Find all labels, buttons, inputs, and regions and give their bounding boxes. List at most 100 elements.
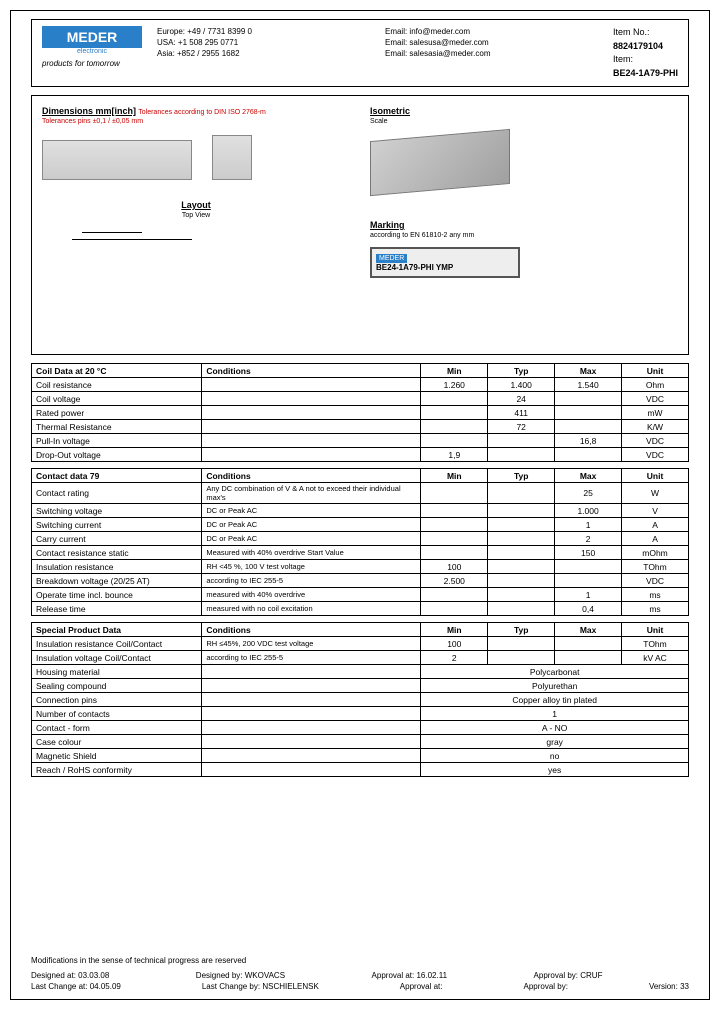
slogan: products for tomorrow bbox=[42, 59, 142, 68]
h3-typ: Typ bbox=[488, 623, 555, 637]
isometric-view bbox=[370, 129, 510, 196]
row-val: Polyurethan bbox=[421, 679, 689, 693]
h2-unit: Unit bbox=[622, 469, 689, 483]
table-row: Rated power411mW bbox=[32, 406, 689, 420]
row-label: Number of contacts bbox=[32, 707, 202, 721]
aa-lbl: Approval at: bbox=[372, 971, 415, 980]
row-unit: TOhm bbox=[622, 637, 689, 651]
row-min bbox=[421, 406, 488, 420]
table-row: Insulation voltage Coil/Contactaccording… bbox=[32, 651, 689, 665]
row-typ bbox=[488, 574, 555, 588]
item-no: 8824179104 bbox=[613, 41, 663, 51]
row-max bbox=[555, 574, 622, 588]
item-info: Item No.: 8824179104 Item: BE24-1A79-PHI bbox=[613, 26, 678, 80]
row-val: Copper alloy tin plated bbox=[421, 693, 689, 707]
row-label: Contact resistance static bbox=[32, 546, 202, 560]
table-row: Magnetic Shieldno bbox=[32, 749, 689, 763]
row-max bbox=[555, 420, 622, 434]
table3-title: Special Product Data bbox=[32, 623, 202, 637]
layout-sub: Top View bbox=[182, 212, 210, 219]
marking-title: Marking bbox=[370, 220, 405, 230]
table-row: Coil voltage24VDC bbox=[32, 392, 689, 406]
row-label: Insulation resistance Coil/Contact bbox=[32, 637, 202, 651]
row-unit: W bbox=[622, 483, 689, 504]
row-unit: kV AC bbox=[622, 651, 689, 665]
row-label: Release time bbox=[32, 602, 202, 616]
row-label: Breakdown voltage (20/25 AT) bbox=[32, 574, 202, 588]
table-row: Reach / RoHS conformityyes bbox=[32, 763, 689, 777]
row-unit: TOhm bbox=[622, 560, 689, 574]
row-typ bbox=[488, 448, 555, 462]
row-max bbox=[555, 637, 622, 651]
footer-note: Modifications in the sense of technical … bbox=[31, 956, 689, 965]
row-label: Magnetic Shield bbox=[32, 749, 202, 763]
special-data-table: Special Product Data Conditions Min Typ … bbox=[31, 622, 689, 777]
table1-title: Coil Data at 20 °C bbox=[32, 364, 202, 378]
h2-max: Max bbox=[555, 469, 622, 483]
row-label: Switching voltage bbox=[32, 504, 202, 518]
row-typ bbox=[488, 602, 555, 616]
row-max bbox=[555, 406, 622, 420]
row-max: 1.540 bbox=[555, 378, 622, 392]
table-row: Insulation resistanceRH <45 %, 100 V tes… bbox=[32, 560, 689, 574]
lca-lbl: Last Change at: bbox=[31, 982, 87, 991]
row-typ bbox=[488, 518, 555, 532]
row-unit: A bbox=[622, 518, 689, 532]
table-row: Sealing compound Polyurethan bbox=[32, 679, 689, 693]
table-row: Switching voltageDC or Peak AC1.000V bbox=[32, 504, 689, 518]
aa: 16.02.11 bbox=[416, 971, 447, 980]
row-unit: mW bbox=[622, 406, 689, 420]
row-typ bbox=[488, 560, 555, 574]
contact-data-table: Contact data 79 Conditions Min Typ Max U… bbox=[31, 468, 689, 616]
row-cond bbox=[202, 721, 421, 735]
row-typ bbox=[488, 532, 555, 546]
iso-title: Isometric bbox=[370, 106, 410, 116]
row-min bbox=[421, 483, 488, 504]
table-row: Thermal Resistance72K/W bbox=[32, 420, 689, 434]
row-cond: RH ≤45%, 200 VDC test voltage bbox=[202, 637, 421, 651]
row-min: 100 bbox=[421, 560, 488, 574]
row-min: 2 bbox=[421, 651, 488, 665]
table-row: Number of contacts 1 bbox=[32, 707, 689, 721]
row-val: yes bbox=[421, 763, 689, 777]
contact-asia: Asia: +852 / 2955 1682 bbox=[157, 48, 370, 59]
row-cond bbox=[202, 420, 421, 434]
table-row: Case colourgray bbox=[32, 735, 689, 749]
email2: Email: salesusa@meder.com bbox=[385, 37, 598, 48]
marking-text: BE24-1A79-PHI YMP bbox=[376, 263, 453, 272]
row-max bbox=[555, 651, 622, 665]
row-min: 2.500 bbox=[421, 574, 488, 588]
row-cond: RH <45 %, 100 V test voltage bbox=[202, 560, 421, 574]
row-unit: VDC bbox=[622, 434, 689, 448]
iso-sub: Scale bbox=[370, 118, 388, 125]
row-label: Coil voltage bbox=[32, 392, 202, 406]
contact-europe: Europe: +49 / 7731 8399 0 bbox=[157, 26, 370, 37]
row-label: Sealing compound bbox=[32, 679, 202, 693]
datasheet-page: MEDER electronic products for tomorrow E… bbox=[10, 10, 710, 1000]
table-row: Pull-In voltage16,8VDC bbox=[32, 434, 689, 448]
row-min bbox=[421, 546, 488, 560]
item-no-label: Item No.: bbox=[613, 26, 678, 40]
da-lbl: Designed at: bbox=[31, 971, 76, 980]
row-cond bbox=[202, 448, 421, 462]
marking-sub: according to EN 61810-2 any mm bbox=[370, 232, 474, 239]
table-row: Connection pinsCopper alloy tin plated bbox=[32, 693, 689, 707]
row-cond: Measured with 40% overdrive Start Value bbox=[202, 546, 421, 560]
contact-email: Email: info@meder.com Email: salesusa@me… bbox=[385, 26, 598, 80]
row-cond bbox=[202, 434, 421, 448]
coil-data-table: Coil Data at 20 °C Conditions Min Typ Ma… bbox=[31, 363, 689, 462]
component-front-view bbox=[42, 140, 192, 180]
ab-lbl: Approval by: bbox=[534, 971, 578, 980]
row-unit: A bbox=[622, 532, 689, 546]
row-max: 1.000 bbox=[555, 504, 622, 518]
h3-cond: Conditions bbox=[202, 623, 421, 637]
row-max: 2 bbox=[555, 532, 622, 546]
row-cond bbox=[202, 735, 421, 749]
row-max: 0,4 bbox=[555, 602, 622, 616]
row-unit: VDC bbox=[622, 574, 689, 588]
email3: Email: salesasia@meder.com bbox=[385, 48, 598, 59]
row-label: Insulation resistance bbox=[32, 560, 202, 574]
row-val: 1 bbox=[421, 707, 689, 721]
table-row: Breakdown voltage (20/25 AT)according to… bbox=[32, 574, 689, 588]
table2-title: Contact data 79 bbox=[32, 469, 202, 483]
